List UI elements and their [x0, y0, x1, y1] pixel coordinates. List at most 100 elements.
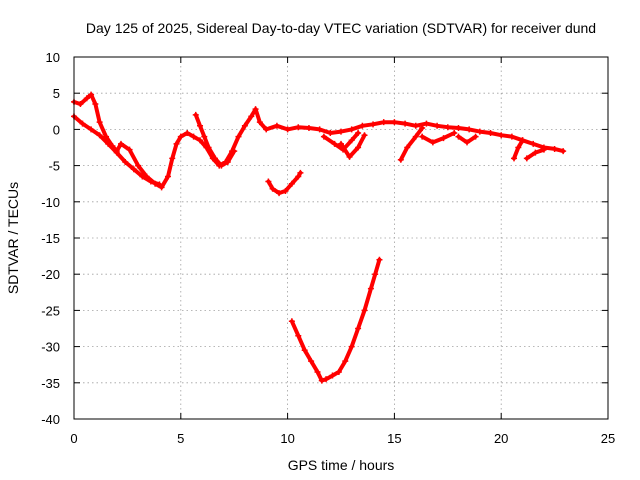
- data-point: [92, 101, 99, 108]
- data-point: [361, 307, 368, 314]
- series-deep-arc: [288, 256, 383, 384]
- data-point: [122, 158, 129, 165]
- data-point: [177, 133, 184, 140]
- data-point: [282, 187, 289, 194]
- data-point: [288, 180, 295, 187]
- series-line: [339, 133, 367, 159]
- data-point: [113, 149, 120, 156]
- series-main-trace: [71, 91, 567, 191]
- data-point: [540, 146, 547, 153]
- data-point: [295, 332, 302, 339]
- data-point: [273, 122, 280, 129]
- data-point: [88, 126, 95, 133]
- data-point: [359, 122, 366, 129]
- y-tick-label: -15: [41, 231, 60, 246]
- data-point: [472, 133, 479, 140]
- axis-ticks: [73, 56, 609, 420]
- data-point: [346, 153, 353, 160]
- data-point: [201, 133, 208, 140]
- data-point: [508, 133, 515, 140]
- data-point: [355, 144, 362, 151]
- data-point: [305, 124, 312, 131]
- series-spur-15-16h: [397, 124, 426, 163]
- series-arc-9-10h: [265, 169, 304, 197]
- data-point: [308, 358, 315, 365]
- data-point: [355, 325, 362, 332]
- data-point: [551, 145, 558, 152]
- data-point: [295, 173, 302, 180]
- data-point: [515, 144, 522, 151]
- data-point: [412, 122, 419, 129]
- data-point: [156, 181, 163, 188]
- data-point: [252, 106, 259, 113]
- y-tick-label: 0: [53, 122, 60, 137]
- data-point: [126, 146, 133, 153]
- data-point: [423, 120, 430, 127]
- data-point: [197, 137, 204, 144]
- data-point: [318, 377, 325, 384]
- data-point: [376, 256, 383, 263]
- data-point: [79, 120, 86, 127]
- data-point: [130, 166, 137, 173]
- series-line: [398, 126, 425, 162]
- data-point: [412, 133, 419, 140]
- data-point: [288, 318, 295, 325]
- data-point: [241, 122, 248, 129]
- data-point: [429, 139, 436, 146]
- series-line: [72, 92, 566, 190]
- data-point: [397, 156, 404, 163]
- data-series: [71, 91, 567, 384]
- y-tick-labels: 10 5 0 -5 -10 -15 -20 -25 -30 -35 -40: [41, 50, 60, 427]
- series-spur-16-18h: [419, 130, 458, 146]
- x-tick-label: 10: [280, 431, 294, 446]
- x-tick-label: 0: [70, 431, 77, 446]
- data-point: [88, 91, 95, 98]
- x-tick-labels: 0 5 10 15 20 25: [70, 431, 615, 446]
- data-point: [464, 139, 471, 146]
- x-tick-label: 20: [494, 431, 508, 446]
- data-point: [265, 178, 272, 185]
- data-point: [455, 133, 462, 140]
- data-point: [511, 155, 518, 162]
- data-point: [169, 155, 176, 162]
- y-tick-label: -10: [41, 195, 60, 210]
- y-tick-label: -30: [41, 340, 60, 355]
- data-point: [211, 155, 218, 162]
- data-point: [370, 121, 377, 128]
- data-point: [184, 130, 191, 137]
- data-point: [444, 124, 451, 131]
- data-point: [263, 126, 270, 133]
- y-tick-label: 10: [46, 50, 60, 65]
- data-point: [455, 124, 462, 131]
- data-point: [297, 169, 304, 176]
- data-point: [329, 372, 336, 379]
- data-point: [532, 149, 539, 156]
- x-tick-label: 15: [387, 431, 401, 446]
- data-point: [380, 119, 387, 126]
- data-point: [440, 135, 447, 142]
- x-tick-label: 5: [177, 431, 184, 446]
- data-point: [316, 126, 323, 133]
- data-point: [205, 144, 212, 151]
- data-point: [402, 120, 409, 127]
- data-point: [361, 132, 368, 139]
- data-point: [434, 122, 441, 129]
- data-point: [218, 162, 225, 169]
- series-line: [420, 131, 457, 145]
- data-point: [348, 126, 355, 133]
- chart-title: Day 125 of 2025, Sidereal Day-to-day VTE…: [86, 20, 596, 36]
- data-point: [96, 132, 103, 139]
- data-point: [164, 173, 171, 180]
- data-point: [235, 133, 242, 140]
- data-point: [96, 119, 103, 126]
- data-point: [77, 101, 84, 108]
- data-point: [269, 185, 276, 192]
- data-point: [367, 285, 374, 292]
- series-spur-12-5h: [338, 132, 368, 160]
- y-axis-title: SDTVAR / TECUs: [5, 182, 21, 294]
- data-point: [331, 140, 338, 147]
- data-point: [498, 132, 505, 139]
- series-spur-20-21h: [511, 137, 526, 162]
- data-point: [523, 155, 530, 162]
